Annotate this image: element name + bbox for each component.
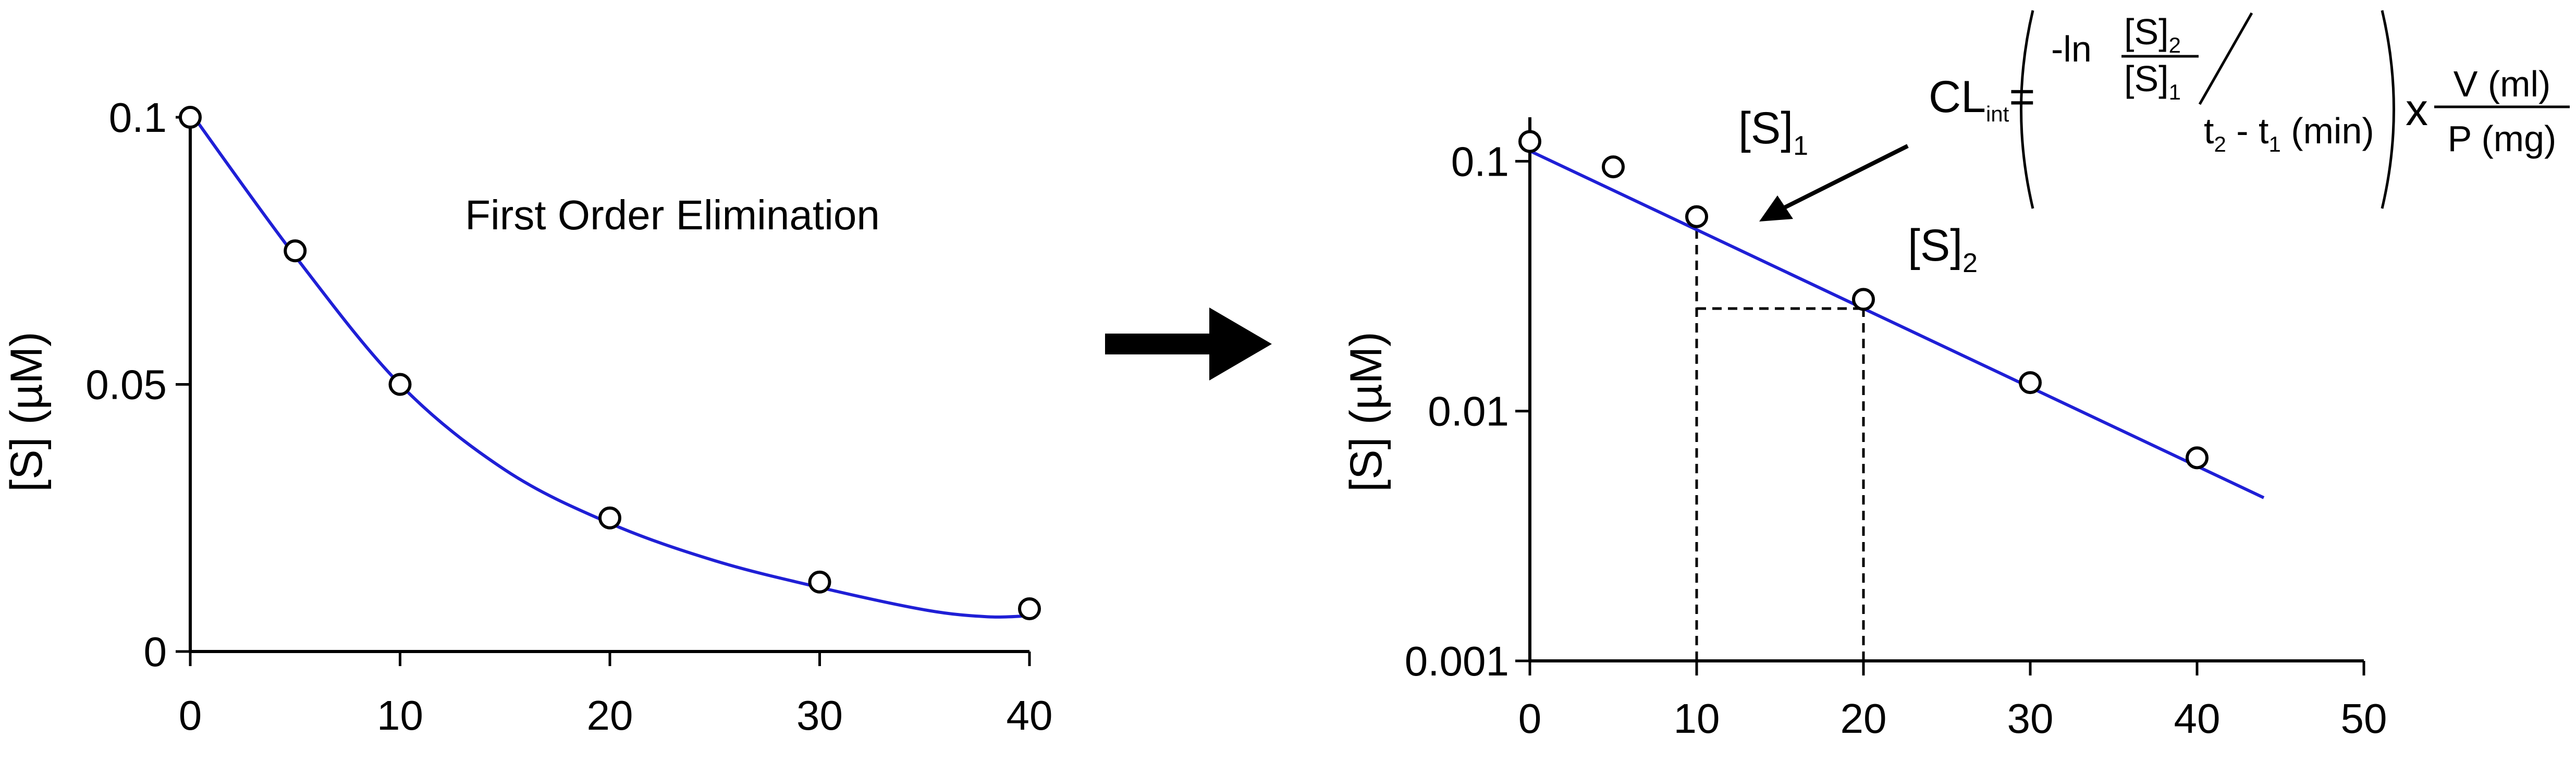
right-x-tick-label: 20 [1841, 695, 1887, 742]
linear-chart: [S] (µM) First Order Elimination 0 10 20 30… [2, 94, 1052, 739]
protein-label: P (mg) [2448, 118, 2557, 159]
left-y-tick-label: 0.05 [85, 362, 167, 408]
s1-label: [S]1 [1738, 103, 1808, 161]
right-y-tick-label: 0.01 [1428, 388, 1509, 435]
left-data-points [179, 106, 1041, 620]
right-x-tick-label: 0 [1518, 695, 1542, 742]
left-data-point [808, 570, 831, 594]
volume-label: V (ml) [2454, 64, 2551, 104]
right-guide-lines [1695, 229, 1865, 661]
right-data-point [1518, 130, 1541, 153]
right-data-point [1685, 205, 1708, 228]
left-x-tick-label: 40 [1007, 692, 1053, 739]
clint-label: CLint= [1929, 72, 2035, 126]
right-y-tick-label: 0.001 [1405, 638, 1509, 684]
left-y-axis-label: [S] (µM) [2, 331, 52, 492]
left-y-tick-label: 0 [144, 629, 167, 675]
left-data-point [388, 373, 412, 396]
left-chart-title: First Order Elimination [465, 192, 880, 238]
right-data-point [2019, 371, 2042, 395]
clint-formula: CLint= -ln [S]2 [S]1 t2 - t1 (min) x V (… [1929, 10, 2570, 209]
times-sign: x [2406, 85, 2428, 135]
left-fit-path [189, 110, 1030, 619]
right-data-point [1852, 288, 1875, 311]
pointer-arrow-icon [1759, 144, 1909, 222]
right-x-tick-label: 50 [2341, 695, 2387, 742]
time-denominator: t2 - t1 (min) [2204, 110, 2374, 156]
fraction-denominator: [S]1 [2124, 58, 2181, 104]
right-data-point [2186, 446, 2209, 470]
right-fit-path [1529, 149, 2265, 499]
semilog-chart: [S] (µM) 0 10 20 30 40 50 0.001 0.01 0.1 [S]1 [S… [1341, 10, 2570, 742]
fraction-numerator: [S]2 [2124, 11, 2181, 57]
left-x-tick-label: 10 [377, 692, 423, 739]
left-x-tick-label: 20 [587, 692, 633, 739]
right-x-tick-label: 30 [2007, 695, 2054, 742]
right-x-tick-label: 40 [2174, 695, 2221, 742]
right-y-tick-label: 0.1 [1451, 138, 1509, 185]
left-data-point [284, 239, 307, 263]
left-x-tick-label: 0 [179, 692, 202, 739]
left-data-point [598, 506, 621, 530]
left-y-tick-label: 0.1 [109, 94, 167, 141]
right-data-points [1518, 130, 2209, 470]
left-data-point [179, 106, 202, 129]
right-data-point [1602, 155, 1625, 179]
ln-label: -ln [2051, 29, 2092, 69]
left-fit-curve [189, 110, 1030, 619]
left-data-point [1018, 597, 1041, 620]
left-x-tick-label: 30 [796, 692, 843, 739]
right-axes: 0 10 20 30 40 50 0.001 0.01 0.1 [1405, 117, 2387, 742]
left-axes: 0 10 20 30 40 0 0.05 0.1 [85, 94, 1052, 739]
s2-label: [S]2 [1908, 220, 1978, 278]
right-fit-line [1529, 149, 2265, 499]
transform-arrow-icon [1105, 308, 1272, 380]
right-x-tick-label: 10 [1674, 695, 1720, 742]
right-y-axis-label: [S] (µM) [1341, 331, 1391, 492]
